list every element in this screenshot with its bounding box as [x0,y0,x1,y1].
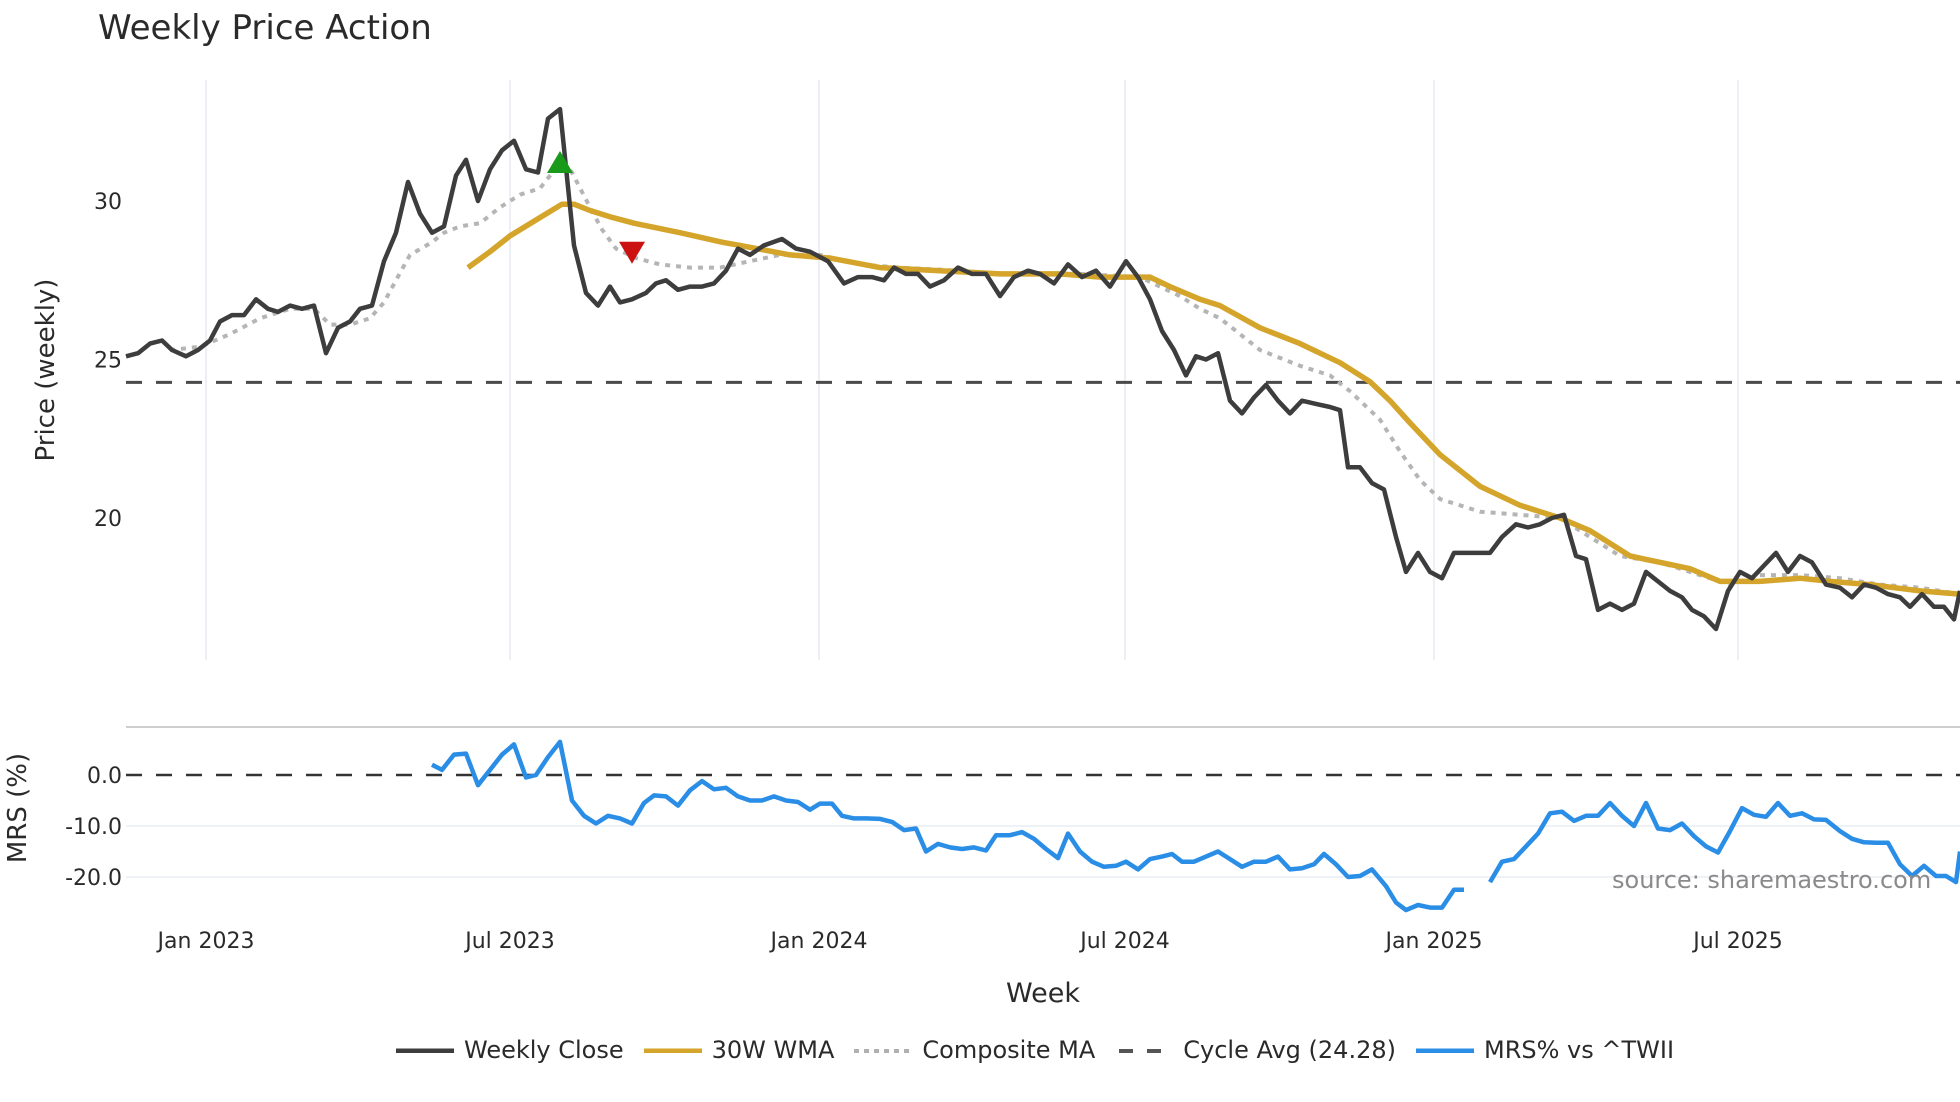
sell-signal-icon [619,241,645,264]
x-axis-label: Week [1006,978,1080,1009]
x-tick-label: Jul 2023 [463,929,555,954]
legend-item-weekly-close[interactable]: Weekly Close [396,1036,624,1064]
legend: Weekly Close 30W WMA Composite MA Cycle … [396,1036,1694,1064]
legend-label: MRS% vs ^TWII [1483,1036,1675,1064]
legend-swatch-cycle-avg [1119,1049,1174,1053]
y-tick-label: 20 [94,507,122,532]
legend-label: Weekly Close [464,1036,624,1064]
y-tick-label: -20.0 [65,866,122,891]
legend-swatch-composite-ma [854,1049,913,1053]
legend-label: Composite MA [922,1036,1096,1064]
x-tick-label: Jul 2025 [1691,929,1783,954]
legend-swatch-weekly-close [396,1048,454,1053]
legend-item-mrs[interactable]: MRS% vs ^TWII [1415,1036,1675,1064]
mrs-line [430,739,1464,913]
y-tick-label: 30 [94,190,122,215]
y-tick-label: 25 [94,349,122,374]
y-tick-label: -10.0 [65,815,122,840]
y-axis-label-mrs: MRS (%) [3,753,33,863]
legend-item-composite-ma[interactable]: Composite MA [854,1036,1095,1064]
chart-title: Weekly Price Action [98,8,432,48]
source-watermark: source: sharemaestro.com [1612,866,1932,894]
y-axis-label-price: Price (weekly) [31,279,61,462]
legend-swatch-mrs [1415,1048,1474,1053]
legend-item-30w-wma[interactable]: 30W WMA [643,1036,835,1064]
weekly-close-line [125,106,1960,632]
legend-swatch-30w-wma [643,1048,702,1053]
composite-ma-line [169,161,1960,597]
30w-wma-line [466,201,1960,597]
legend-item-cycle-avg[interactable]: Cycle Avg (24.28) [1115,1036,1396,1064]
y-tick-label: 0.0 [87,764,122,789]
mrs-line [1488,800,1960,885]
legend-label: Cycle Avg (24.28) [1183,1036,1396,1064]
buy-signal-icon [547,150,573,173]
x-tick-label: Jan 2023 [156,929,255,954]
x-tick-label: Jan 2024 [769,929,868,954]
legend-label: 30W WMA [711,1036,835,1064]
x-tick-label: Jul 2024 [1078,929,1170,954]
x-tick-label: Jan 2025 [1384,929,1483,954]
